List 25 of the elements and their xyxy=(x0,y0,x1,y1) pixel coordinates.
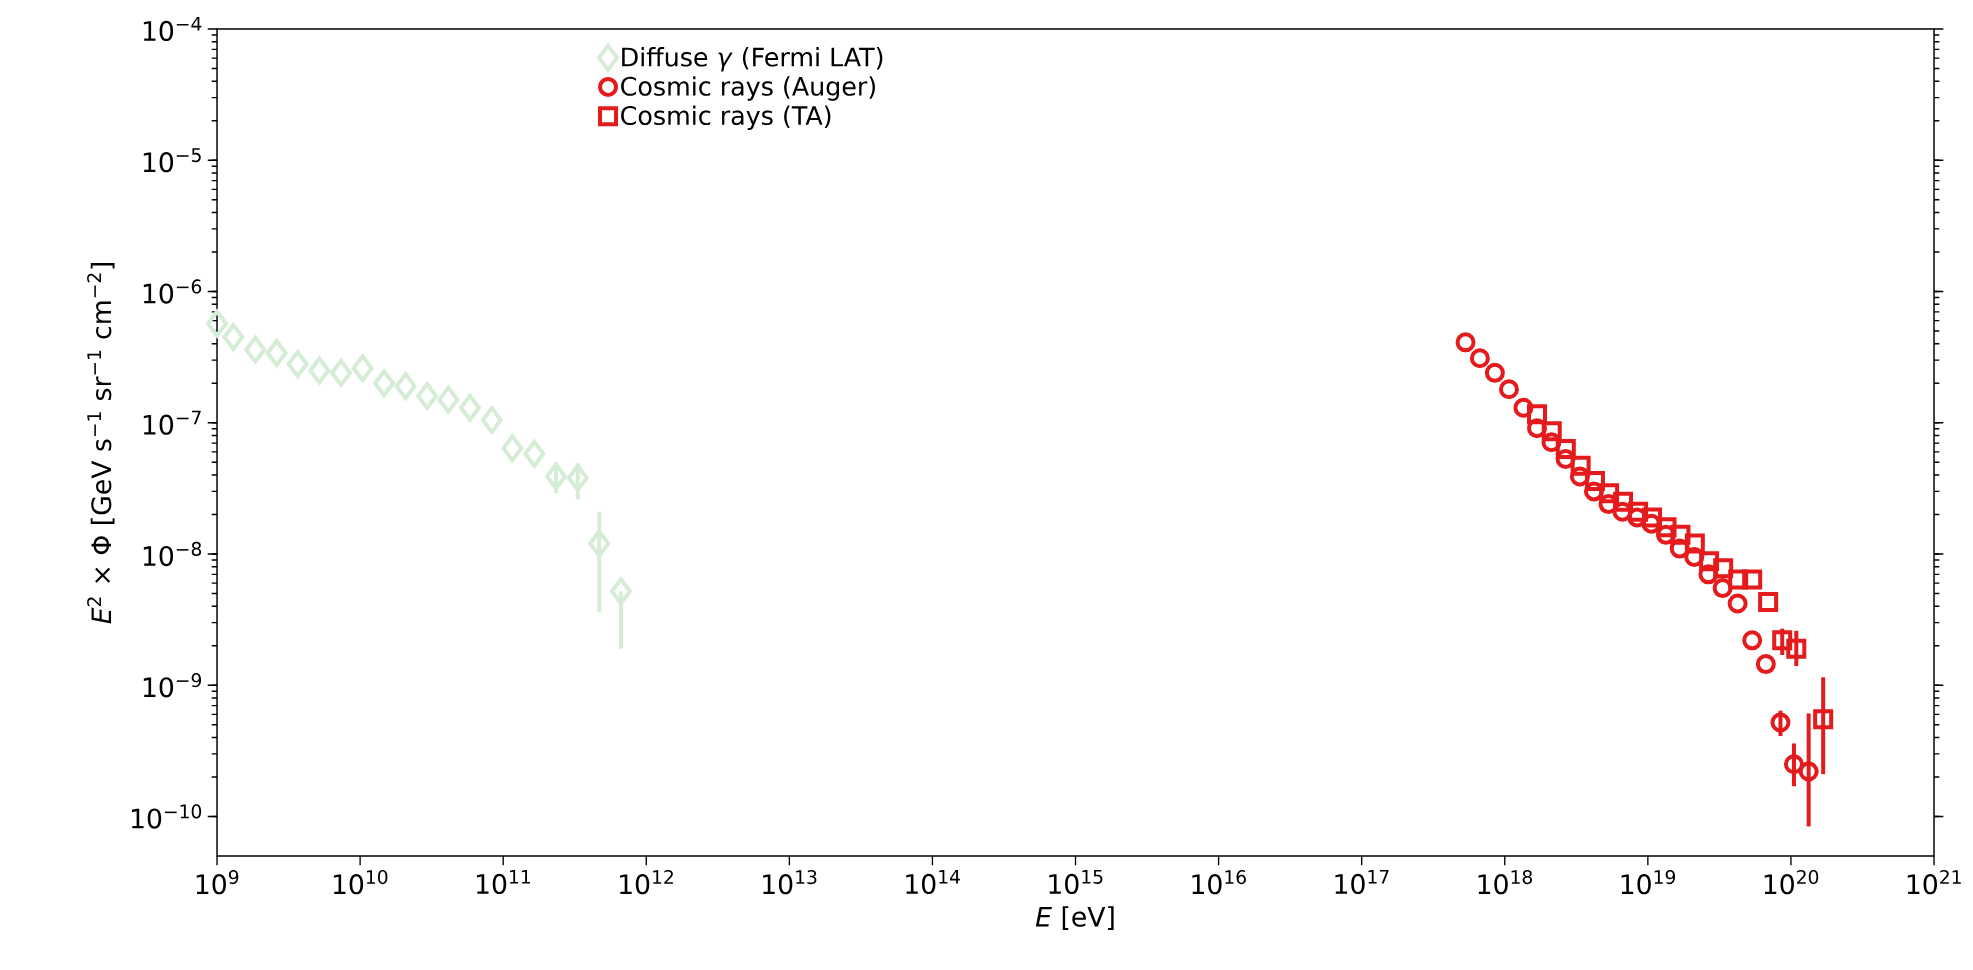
y-tick-label: 10$^{−10}$ xyxy=(131,804,202,829)
x-tick-label: 10$^{20}$ xyxy=(1764,870,1819,895)
x-tick-label: 10$^{11}$ xyxy=(476,870,530,895)
x-tick-label: 10$^{14}$ xyxy=(906,870,960,895)
x-tick-label: 10$^{17}$ xyxy=(1335,870,1389,895)
y-tick-label: 10$^{−4}$ xyxy=(143,16,202,42)
y-tick-label: 10$^{−8}$ xyxy=(143,541,202,567)
x-tick-label: 10$^{13}$ xyxy=(763,870,817,895)
x-tick-label: 10$^{15}$ xyxy=(1049,870,1103,895)
x-tick-label: 10$^{21}$ xyxy=(1907,870,1961,895)
y-tick-label: 10$^{−5}$ xyxy=(143,148,201,173)
y-tick-label: 10$^{−7}$ xyxy=(143,410,201,435)
x-tick-label: 10$^{19}$ xyxy=(1621,870,1676,895)
x-tick-label: 10$^{18}$ xyxy=(1478,870,1532,895)
text: E$^{2}$ × Φ [GeV s$^{−1}$ sr$^{−1}$ cm$^{−2}$] xyxy=(87,262,115,624)
y-tick-label: 10$^{−6}$ xyxy=(143,279,202,304)
x-tick-label: 10$^{10}$ xyxy=(333,870,388,895)
legend-label: Cosmic rays (Auger) xyxy=(621,76,875,101)
x-tick-label: 10$^{16}$ xyxy=(1192,870,1246,895)
x-tick-label: 10$^{9}$ xyxy=(196,870,239,895)
x-axis-title: E [eV] xyxy=(1035,906,1114,930)
legend-label: Cosmic rays (TA) xyxy=(621,105,831,131)
legend-label: Diffuse γ (Fermi LAT) xyxy=(622,47,883,72)
y-tick-label: 10$^{−9}$ xyxy=(143,673,202,698)
x-tick-label: 10$^{12}$ xyxy=(620,870,673,895)
